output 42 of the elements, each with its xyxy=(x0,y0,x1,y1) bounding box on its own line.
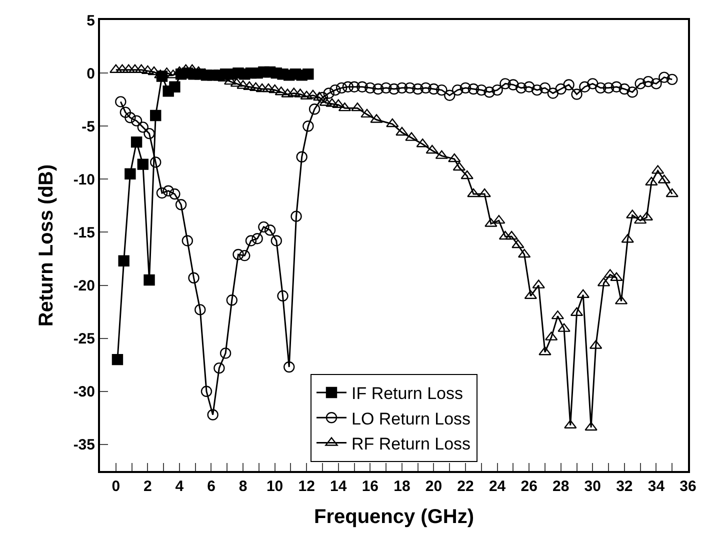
point xyxy=(144,274,155,286)
point xyxy=(124,168,136,180)
y-tick-label: -10 xyxy=(73,171,95,188)
x-axis-title: Frequency (GHz) xyxy=(314,506,474,528)
y-tick-label: -5 xyxy=(82,118,95,136)
point xyxy=(112,354,124,366)
x-tick-label: 16 xyxy=(362,478,379,495)
x-tick-label: 14 xyxy=(330,478,348,495)
x-tick-label: 0 xyxy=(112,478,120,495)
point xyxy=(150,110,162,122)
y-tick-label: 5 xyxy=(86,12,95,30)
x-tick-label: 34 xyxy=(648,478,666,495)
point xyxy=(169,81,180,92)
legend-label: RF Return Loss xyxy=(352,434,471,454)
x-tick-label: 2 xyxy=(144,478,152,495)
x-tick-label: 22 xyxy=(457,478,474,495)
x-tick-label: 30 xyxy=(584,478,601,495)
y-tick-label: 0 xyxy=(86,65,95,82)
y-tick-label: -15 xyxy=(73,224,95,242)
y-axis-title: Return Loss (dB) xyxy=(35,164,58,327)
legend-label: IF Return Loss xyxy=(352,384,463,404)
point xyxy=(137,158,149,170)
x-tick-label: 24 xyxy=(488,478,506,495)
y-tick-label: -35 xyxy=(73,436,95,454)
x-tick-label: 6 xyxy=(207,478,216,495)
y-tick-label: -25 xyxy=(73,330,95,348)
x-tick-label: 28 xyxy=(552,478,570,495)
x-tick-label: 26 xyxy=(520,478,538,495)
point xyxy=(118,255,130,266)
x-tick-label: 36 xyxy=(680,478,696,495)
point xyxy=(302,68,314,80)
x-tick-label: 10 xyxy=(266,478,284,495)
x-tick-label: 12 xyxy=(298,478,315,495)
point xyxy=(130,136,142,148)
x-tick-label: 4 xyxy=(175,478,184,495)
x-tick-label: 8 xyxy=(238,478,248,495)
y-tick-label: -20 xyxy=(73,278,95,295)
y-tick-label: -30 xyxy=(73,384,95,401)
legend-label: LO Return Loss xyxy=(352,409,471,428)
x-tick-label: 20 xyxy=(425,478,442,495)
x-tick-label: 18 xyxy=(394,478,410,495)
x-tick-label: 32 xyxy=(616,478,633,495)
